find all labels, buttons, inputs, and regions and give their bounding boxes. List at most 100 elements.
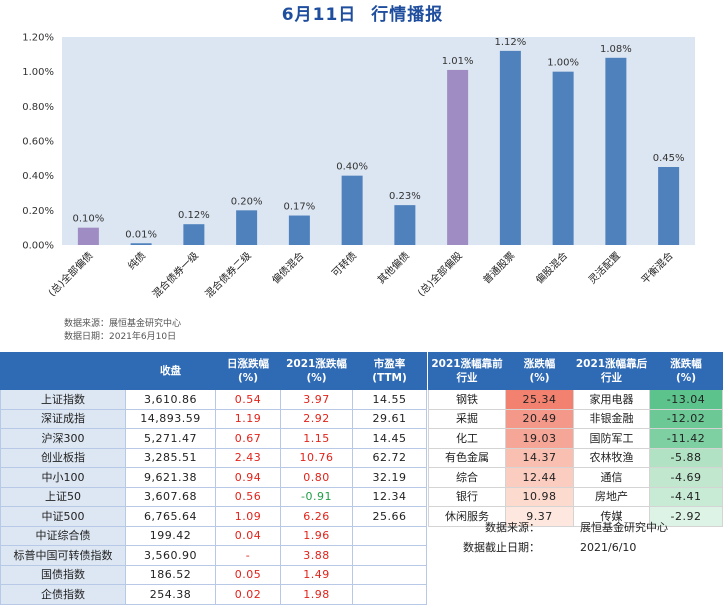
industry-bottom-name-cell: 农林牧渔 <box>573 447 650 468</box>
industry-bottom-name-cell: 房地产 <box>573 486 650 507</box>
bar-2 <box>183 224 205 245</box>
value-label: 1.12% <box>494 37 526 48</box>
category-label: 普通股票 <box>480 249 517 286</box>
industry-table: 2021涨幅靠前 行业 涨跌幅 (%) 2021涨幅靠后 行业 涨跌幅 (%) 钢铁 25… <box>428 352 723 527</box>
index-ytd-chg-cell: 1.15 <box>280 428 353 449</box>
index-ytd-chg-cell: 1.98 <box>280 584 353 605</box>
index-row: 深证成指 14,893.59 1.19 2.92 29.61 <box>0 408 427 429</box>
industry-bottom-name-cell: 家用电器 <box>573 389 650 410</box>
index-close-cell: 3,610.86 <box>125 389 216 410</box>
value-label: 0.10% <box>72 214 104 225</box>
header-bottom-change-unit: (%) <box>675 372 697 384</box>
bar-8 <box>499 50 521 245</box>
bar-4 <box>288 215 310 245</box>
category-label: 偏股混合 <box>533 249 570 286</box>
bar-7 <box>447 69 469 245</box>
index-close-cell: 254.38 <box>125 584 216 605</box>
industry-row: 休闲服务 9.37 传媒 -2.92 <box>428 506 723 527</box>
header-ytd-change-unit: (%) <box>306 372 327 384</box>
y-tick-label: 0.00% <box>22 241 54 252</box>
index-ytd-chg-cell: 6.26 <box>280 506 353 527</box>
category-label: 可转债 <box>329 249 359 279</box>
industry-top-chg-cell: 20.49 <box>505 408 574 429</box>
y-tick-label: 0.20% <box>22 206 54 217</box>
chart-source-note: 数据来源：展恒基金研究中心 <box>64 319 182 329</box>
index-row: 创业板指 3,285.51 2.43 10.76 62.72 <box>0 447 427 468</box>
header-close: 收盘 <box>125 352 216 390</box>
header-top-industry: 2021涨幅靠前 行业 <box>428 352 506 390</box>
header-index-name <box>0 352 126 390</box>
index-ytd-chg-cell: 1.49 <box>280 564 353 585</box>
industry-top-chg-cell: 10.98 <box>505 486 574 507</box>
bar-5 <box>341 175 363 245</box>
index-day-chg-cell: 0.94 <box>215 467 281 488</box>
industry-table-body: 钢铁 25.34 家用电器 -13.04 采掘 20.49 非银金融 -12.02 化工 19.0… <box>428 389 723 527</box>
index-day-chg-cell: 0.67 <box>215 428 281 449</box>
industry-top-chg-cell: 14.37 <box>505 447 574 468</box>
value-label: 0.01% <box>125 229 157 240</box>
index-ytd-chg-cell: -0.91 <box>280 486 353 507</box>
industry-row: 采掘 20.49 非银金融 -12.02 <box>428 408 723 429</box>
bar-3 <box>236 210 258 245</box>
index-day-chg-cell: - <box>215 545 281 566</box>
index-row: 中证综合债 199.42 0.04 1.96 <box>0 525 427 546</box>
header-top-industry-sub: 行业 <box>456 372 478 384</box>
industry-bottom-chg-cell: -12.02 <box>649 408 723 429</box>
index-ytd-chg-cell: 10.76 <box>280 447 353 468</box>
header-close-label: 收盘 <box>160 365 181 377</box>
value-label: 1.08% <box>600 44 632 55</box>
index-ytd-chg-cell: 1.96 <box>280 525 353 546</box>
bar-6 <box>394 205 416 245</box>
industry-table-grid: 2021涨幅靠前 行业 涨跌幅 (%) 2021涨幅靠后 行业 涨跌幅 (%) 钢铁 25… <box>428 352 723 527</box>
y-tick-label: 0.80% <box>22 102 54 113</box>
table-source-label: 数据来源： <box>485 521 540 534</box>
bar-9 <box>552 71 574 246</box>
chart-date-note: 数据日期：2021年6月10日 <box>64 332 177 342</box>
index-row: 沪深300 5,271.47 0.67 1.15 14.45 <box>0 428 427 449</box>
industry-bottom-name-cell: 国防军工 <box>573 428 650 449</box>
plot-area <box>62 37 695 245</box>
index-row: 标普中国可转债指数 3,560.90-3.88 <box>0 545 427 566</box>
bar-10 <box>605 57 627 245</box>
header-day-change-unit: (%) <box>237 372 259 384</box>
index-row: 上证50 3,607.68 0.56 -0.91 12.34 <box>0 486 427 507</box>
y-tick-label: 0.60% <box>22 137 54 148</box>
index-close-cell: 3,285.51 <box>125 447 216 468</box>
index-pe-cell: 62.72 <box>352 447 427 468</box>
index-ytd-chg-cell: 2.92 <box>280 408 353 429</box>
industry-row: 化工 19.03 国防军工 -11.42 <box>428 428 723 449</box>
index-pe-cell: 25.66 <box>352 506 427 527</box>
industry-bottom-chg-cell: -13.04 <box>649 389 723 410</box>
industry-top-name-cell: 银行 <box>428 486 506 507</box>
index-name-cell: 国债指数 <box>0 564 126 585</box>
index-row: 上证指数 3,610.86 0.54 3.97 14.55 <box>0 389 427 410</box>
index-pe-cell: 29.61 <box>352 408 427 429</box>
industry-top-name-cell: 钢铁 <box>428 389 506 410</box>
y-tick-label: 1.00% <box>22 67 54 78</box>
header-top-change: 涨跌幅 (%) <box>505 352 574 390</box>
index-close-cell: 5,271.47 <box>125 428 216 449</box>
index-pe-cell <box>352 525 427 546</box>
index-pe-cell: 14.55 <box>352 389 427 410</box>
industry-top-chg-cell: 19.03 <box>505 428 574 449</box>
index-day-chg-cell: 0.04 <box>215 525 281 546</box>
table-date-label: 数据截止日期： <box>463 541 540 554</box>
index-day-chg-cell: 1.19 <box>215 408 281 429</box>
header-pe-label: 市盈率 <box>373 358 406 370</box>
value-label: 0.45% <box>653 153 685 164</box>
bar-11 <box>658 167 680 245</box>
header-top-industry-label: 2021涨幅靠前 <box>431 358 503 370</box>
header-bottom-change-label: 涨跌幅 <box>670 358 702 370</box>
index-row: 企债指数 254.38 0.02 1.98 <box>0 584 427 605</box>
index-table-grid: 收盘 日涨跌幅 (%) 2021涨跌幅 (%) 市盈率 (TTM) 上证指数 3,610… <box>0 352 427 605</box>
header-bottom-industry-label: 2021涨幅靠后 <box>575 358 648 370</box>
industry-top-name-cell: 综合 <box>428 467 506 488</box>
header-bottom-industry-sub: 行业 <box>601 372 622 384</box>
index-row: 中证500 6,765.64 1.09 6.26 25.66 <box>0 506 427 527</box>
value-label: 0.23% <box>389 191 421 202</box>
index-name-cell: 中小100 <box>0 467 126 488</box>
index-close-cell: 6,765.64 <box>125 506 216 527</box>
index-ytd-chg-cell: 0.80 <box>280 467 353 488</box>
value-label: 0.17% <box>283 202 315 213</box>
industry-row: 综合 12.44 通信 -4.69 <box>428 467 723 488</box>
